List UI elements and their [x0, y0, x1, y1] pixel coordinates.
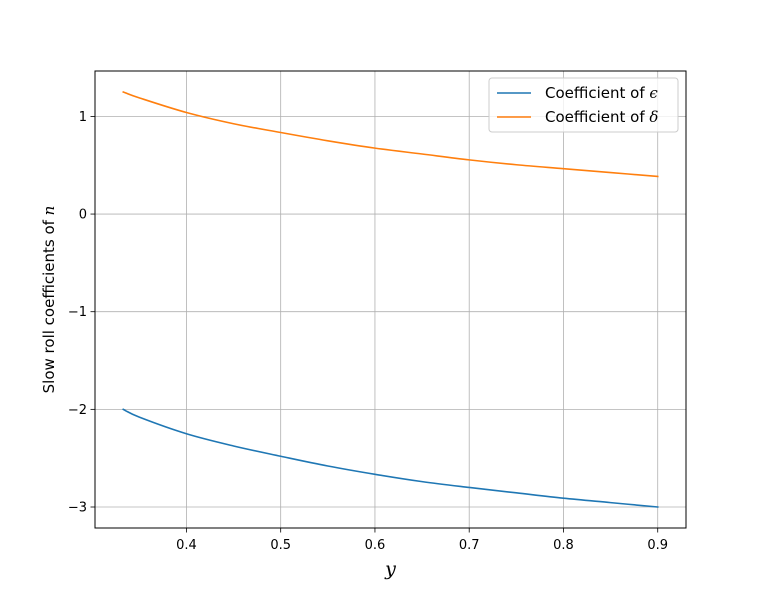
- legend-label-symbol: δ: [649, 108, 658, 126]
- legend-label-text: Coefficient of: [545, 108, 649, 126]
- legend-label: Coefficient of ϵ: [545, 84, 658, 102]
- x-tick-label: 0.6: [365, 538, 386, 553]
- plot-frame: [94, 70, 687, 529]
- legend-label-text: Coefficient of: [545, 84, 649, 102]
- x-tick-label: 0.9: [647, 538, 668, 553]
- y-tick-label: −2: [68, 403, 87, 418]
- x-tick-label: 0.4: [176, 538, 197, 553]
- legend-box: [488, 77, 679, 133]
- x-tick-label: 0.7: [459, 538, 480, 553]
- axis-ticks: 0.4 0.5 0.6 0.7 0.8 0.9 −3 −2 −1 0 1: [68, 110, 668, 553]
- x-axis-label: y: [384, 558, 396, 580]
- legend-label-symbol: ϵ: [649, 84, 658, 102]
- y-axis-label-text: Slow roll coefficients of: [40, 215, 58, 393]
- y-tick-label: 1: [79, 110, 87, 125]
- series-line-epsilon: [122, 408, 659, 508]
- grid: [95, 71, 686, 528]
- series-layer: [122, 90, 659, 508]
- y-tick-label: −1: [68, 305, 87, 320]
- x-tick-label: 0.8: [553, 538, 574, 553]
- y-tick-label: 0: [79, 208, 87, 223]
- y-axis-label: Slow roll coefficients of n: [40, 206, 58, 394]
- series-line-delta: [122, 90, 659, 178]
- y-tick-label: −3: [68, 501, 87, 516]
- legend-label: Coefficient of δ: [545, 108, 658, 126]
- x-tick-label: 0.5: [270, 538, 291, 553]
- y-axis-label-symbol: n: [40, 206, 58, 216]
